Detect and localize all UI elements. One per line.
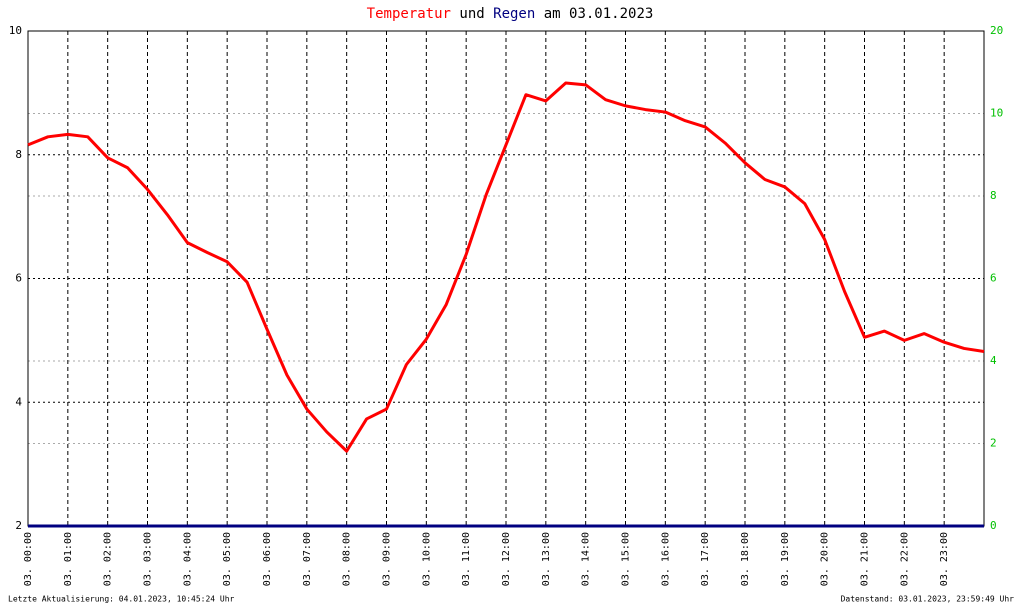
- x-tick-label: 03. 01:00: [63, 532, 74, 586]
- y-tick-label: 8: [15, 148, 22, 161]
- y-tick-label: 4: [15, 395, 22, 408]
- x-tick-label: 03. 07:00: [302, 532, 313, 586]
- x-tick-label: 03. 20:00: [820, 532, 831, 586]
- y-tick-label: 2: [15, 519, 22, 532]
- x-tick-label: 03. 00:00: [23, 532, 34, 586]
- y2-tick-label: 2: [990, 437, 997, 450]
- title-text: am 03.01.2023: [544, 6, 654, 22]
- x-tick-label: 03. 02:00: [103, 532, 114, 586]
- x-tick-label: 03. 23:00: [939, 532, 950, 586]
- x-tick-label: 03. 09:00: [382, 532, 393, 586]
- y2-tick-label: 6: [990, 272, 997, 285]
- y2-tick-label: 8: [990, 189, 997, 202]
- x-tick-label: 03. 12:00: [501, 532, 512, 586]
- y2-tick-label: 20: [990, 24, 1003, 37]
- footer: Letzte Aktualisierung: 04.01.2023, 10:45…: [8, 595, 235, 604]
- y2-tick-label: 10: [990, 107, 1003, 120]
- x-tick-label: 03. 14:00: [581, 532, 592, 586]
- series-line: [27, 81, 985, 453]
- y2-tick-label: 0: [990, 519, 997, 532]
- x-tick-label: 03. 17:00: [700, 532, 711, 586]
- x-tick-label: 03. 11:00: [461, 532, 472, 586]
- x-tick-label: 03. 04:00: [182, 532, 193, 586]
- footer: Datenstand: 03.01.2023, 23:59:49 Uhr: [841, 595, 1015, 604]
- x-tick-label: 03. 13:00: [541, 532, 552, 586]
- x-tick-label: 03. 21:00: [860, 532, 871, 586]
- y-tick-label: 6: [15, 272, 22, 285]
- title-series: Regen: [493, 6, 535, 22]
- x-tick-label: 03. 10:00: [421, 532, 432, 586]
- x-tick-label: 03. 16:00: [660, 532, 671, 586]
- x-tick-label: 03. 19:00: [780, 532, 791, 586]
- title-series: Temperatur: [367, 6, 451, 22]
- x-tick-label: 03. 03:00: [143, 532, 154, 586]
- x-tick-label: 03. 15:00: [621, 532, 632, 586]
- y2-tick-label: 4: [990, 354, 997, 367]
- y-tick-label: 10: [9, 24, 22, 37]
- x-tick-label: 03. 22:00: [899, 532, 910, 586]
- x-tick-label: 03. 05:00: [222, 532, 233, 586]
- chart-title: Temperatur und Regen am 03.01.2023: [367, 6, 654, 22]
- x-tick-label: 03. 06:00: [262, 532, 273, 586]
- x-tick-label: 03. 18:00: [740, 532, 751, 586]
- title-text: und: [459, 6, 484, 22]
- x-tick-label: 03. 08:00: [342, 532, 353, 586]
